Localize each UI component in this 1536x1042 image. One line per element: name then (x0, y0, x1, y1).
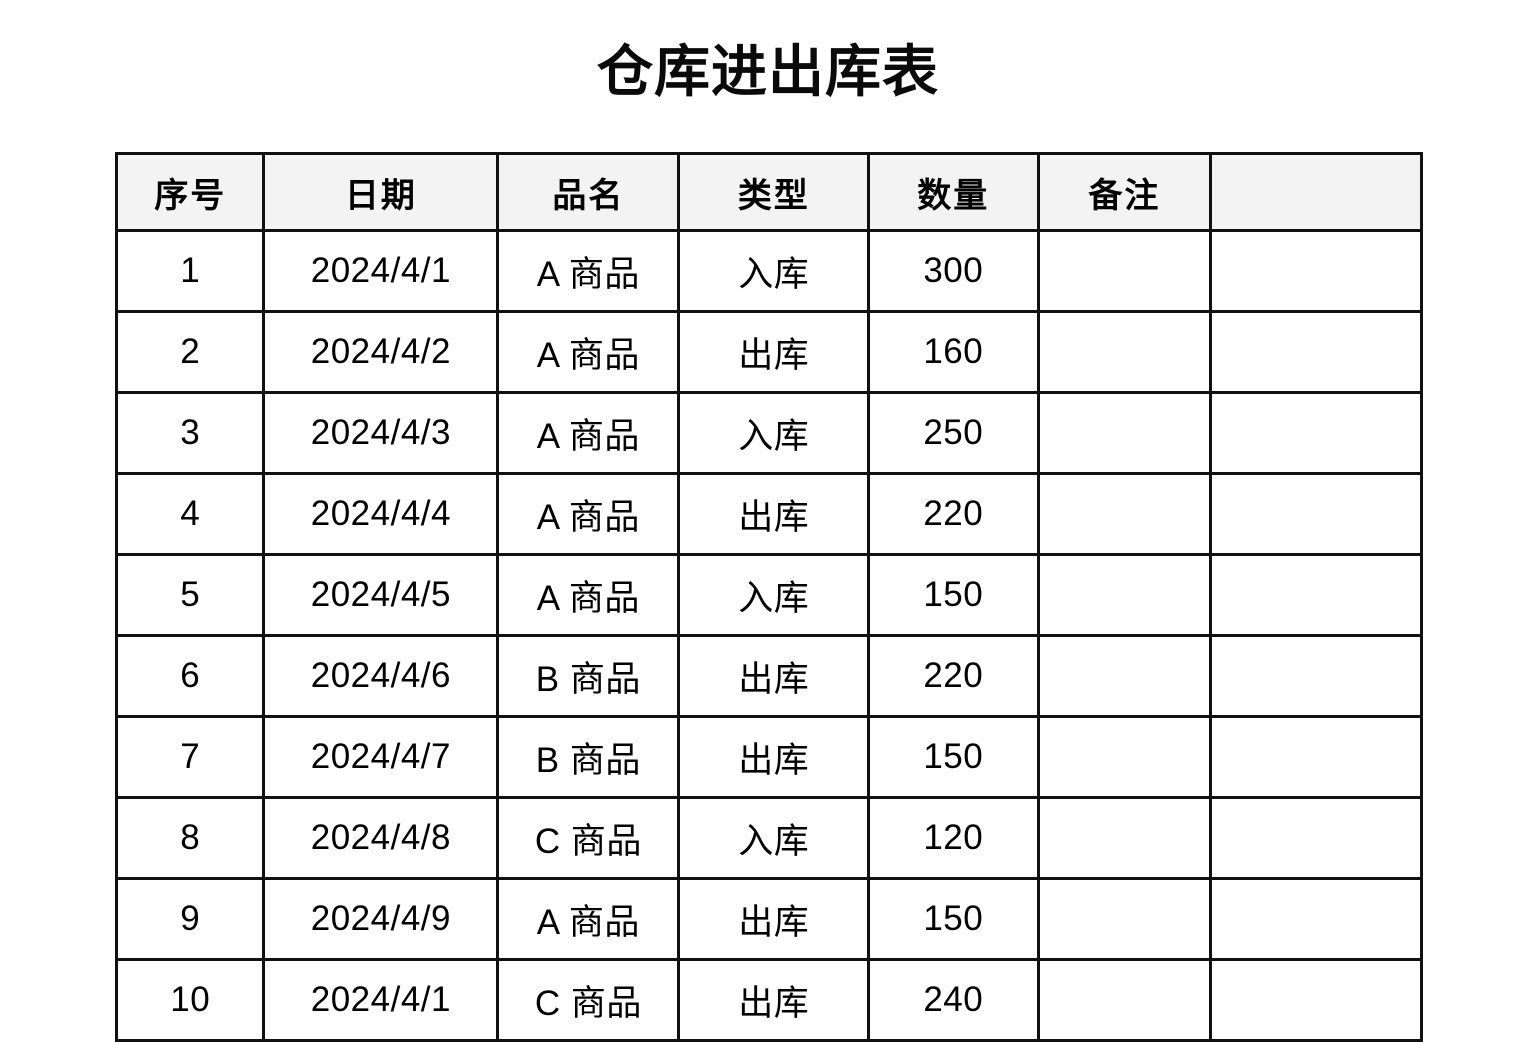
cell-type[interactable]: 入库 (677, 229, 870, 313)
cell-no[interactable]: 3 (114, 391, 266, 475)
table-header-row: 序号 日期 品名 类型 数量 备注 (114, 152, 1423, 232)
cell-extra[interactable] (1209, 310, 1423, 394)
cell-qty[interactable]: 160 (867, 310, 1040, 394)
table-row: 5 2024/4/5 A 商品 入库 150 (114, 553, 1423, 637)
cell-extra[interactable] (1209, 229, 1423, 313)
cell-name[interactable]: C 商品 (496, 958, 681, 1042)
cell-remark[interactable] (1036, 472, 1213, 556)
cell-extra[interactable] (1209, 877, 1423, 961)
cell-type[interactable]: 入库 (677, 553, 870, 637)
column-header-qty[interactable]: 数量 (867, 152, 1040, 232)
table-body: 1 2024/4/1 A 商品 入库 300 2 2024/4/2 A 商品 出库 160 3 202… (114, 229, 1423, 1042)
cell-qty[interactable]: 250 (867, 391, 1040, 475)
cell-date[interactable]: 2024/4/8 (262, 796, 500, 880)
cell-type[interactable]: 出库 (677, 310, 870, 394)
cell-name[interactable]: C 商品 (496, 796, 681, 880)
cell-remark[interactable] (1036, 634, 1213, 718)
cell-name[interactable]: A 商品 (496, 472, 681, 556)
cell-date[interactable]: 2024/4/6 (262, 634, 500, 718)
cell-qty[interactable]: 300 (867, 229, 1040, 313)
cell-date[interactable]: 2024/4/5 (262, 553, 500, 637)
cell-no[interactable]: 6 (114, 634, 266, 718)
column-header-extra[interactable] (1209, 152, 1423, 232)
cell-extra[interactable] (1209, 958, 1423, 1042)
cell-type[interactable]: 出库 (677, 877, 870, 961)
table-row: 2 2024/4/2 A 商品 出库 160 (114, 310, 1423, 394)
cell-date[interactable]: 2024/4/4 (262, 472, 500, 556)
cell-remark[interactable] (1036, 553, 1213, 637)
cell-remark[interactable] (1036, 715, 1213, 799)
table-row: 9 2024/4/9 A 商品 出库 150 (114, 877, 1423, 961)
cell-date[interactable]: 2024/4/7 (262, 715, 500, 799)
cell-no[interactable]: 8 (114, 796, 266, 880)
cell-qty[interactable]: 120 (867, 796, 1040, 880)
cell-remark[interactable] (1036, 310, 1213, 394)
page-title: 仓库进出库表 (597, 40, 939, 103)
cell-remark[interactable] (1036, 229, 1213, 313)
cell-extra[interactable] (1209, 634, 1423, 718)
cell-remark[interactable] (1036, 796, 1213, 880)
cell-qty[interactable]: 220 (867, 634, 1040, 718)
cell-name[interactable]: A 商品 (496, 391, 681, 475)
table-row: 3 2024/4/3 A 商品 入库 250 (114, 391, 1423, 475)
cell-date[interactable]: 2024/4/1 (262, 958, 500, 1042)
cell-qty[interactable]: 150 (867, 715, 1040, 799)
cell-no[interactable]: 4 (114, 472, 266, 556)
cell-no[interactable]: 10 (114, 958, 266, 1042)
cell-qty[interactable]: 240 (867, 958, 1040, 1042)
cell-no[interactable]: 2 (114, 310, 266, 394)
cell-extra[interactable] (1209, 553, 1423, 637)
cell-type[interactable]: 出库 (677, 715, 870, 799)
cell-type[interactable]: 出库 (677, 958, 870, 1042)
cell-no[interactable]: 5 (114, 553, 266, 637)
cell-name[interactable]: B 商品 (496, 715, 681, 799)
cell-date[interactable]: 2024/4/1 (262, 229, 500, 313)
column-header-name[interactable]: 品名 (496, 152, 681, 232)
column-header-date[interactable]: 日期 (262, 152, 500, 232)
table-row: 7 2024/4/7 B 商品 出库 150 (114, 715, 1423, 799)
cell-qty[interactable]: 220 (867, 472, 1040, 556)
inventory-table: 序号 日期 品名 类型 数量 备注 1 2024/4/1 A 商品 入库 300 2 202… (114, 152, 1423, 1042)
table-row: 6 2024/4/6 B 商品 出库 220 (114, 634, 1423, 718)
cell-no[interactable]: 1 (114, 229, 266, 313)
table-row: 1 2024/4/1 A 商品 入库 300 (114, 229, 1423, 313)
cell-date[interactable]: 2024/4/3 (262, 391, 500, 475)
cell-type[interactable]: 出库 (677, 472, 870, 556)
cell-extra[interactable] (1209, 796, 1423, 880)
table-row: 8 2024/4/8 C 商品 入库 120 (114, 796, 1423, 880)
column-header-remark[interactable]: 备注 (1036, 152, 1213, 232)
cell-type[interactable]: 入库 (677, 796, 870, 880)
cell-name[interactable]: A 商品 (496, 877, 681, 961)
cell-no[interactable]: 9 (114, 877, 266, 961)
cell-name[interactable]: A 商品 (496, 229, 681, 313)
cell-name[interactable]: A 商品 (496, 553, 681, 637)
cell-no[interactable]: 7 (114, 715, 266, 799)
table-header: 序号 日期 品名 类型 数量 备注 (114, 152, 1423, 232)
cell-name[interactable]: A 商品 (496, 310, 681, 394)
cell-type[interactable]: 出库 (677, 634, 870, 718)
cell-extra[interactable] (1209, 715, 1423, 799)
table-row: 10 2024/4/1 C 商品 出库 240 (114, 958, 1423, 1042)
cell-name[interactable]: B 商品 (496, 634, 681, 718)
cell-remark[interactable] (1036, 877, 1213, 961)
cell-type[interactable]: 入库 (677, 391, 870, 475)
cell-date[interactable]: 2024/4/9 (262, 877, 500, 961)
cell-date[interactable]: 2024/4/2 (262, 310, 500, 394)
column-header-type[interactable]: 类型 (677, 152, 870, 232)
cell-remark[interactable] (1036, 391, 1213, 475)
cell-qty[interactable]: 150 (867, 553, 1040, 637)
cell-remark[interactable] (1036, 958, 1213, 1042)
table-row: 4 2024/4/4 A 商品 出库 220 (114, 472, 1423, 556)
cell-qty[interactable]: 150 (867, 877, 1040, 961)
inventory-table-container: 序号 日期 品名 类型 数量 备注 1 2024/4/1 A 商品 入库 300 2 202… (114, 152, 1423, 1042)
cell-extra[interactable] (1209, 391, 1423, 475)
column-header-no[interactable]: 序号 (114, 152, 266, 232)
cell-extra[interactable] (1209, 472, 1423, 556)
